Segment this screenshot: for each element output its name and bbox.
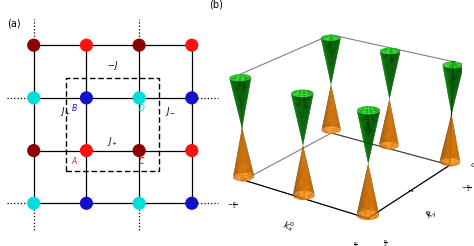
- Y-axis label: $k_y$: $k_y$: [424, 206, 441, 223]
- Point: [82, 201, 90, 205]
- Text: C: C: [139, 157, 145, 166]
- Text: B: B: [72, 104, 77, 113]
- Point: [135, 96, 143, 100]
- Text: A: A: [72, 157, 77, 166]
- Point: [30, 149, 37, 153]
- Text: $J_+$: $J_+$: [60, 105, 71, 118]
- Point: [135, 201, 143, 205]
- Point: [30, 96, 37, 100]
- Text: $J_+$: $J_+$: [107, 135, 118, 148]
- Text: D: D: [138, 104, 145, 113]
- X-axis label: $k_x$: $k_x$: [281, 219, 295, 234]
- Point: [135, 149, 143, 153]
- Point: [82, 43, 90, 47]
- Text: (b): (b): [210, 0, 223, 9]
- Point: [188, 96, 196, 100]
- Point: [30, 43, 37, 47]
- Point: [30, 201, 37, 205]
- Point: [188, 43, 196, 47]
- Point: [188, 201, 196, 205]
- Text: (a): (a): [8, 19, 21, 29]
- Point: [82, 96, 90, 100]
- Text: $-J$: $-J$: [107, 59, 118, 72]
- Text: $J_-$: $J_-$: [165, 105, 176, 118]
- Point: [188, 149, 196, 153]
- Point: [135, 43, 143, 47]
- Point: [82, 149, 90, 153]
